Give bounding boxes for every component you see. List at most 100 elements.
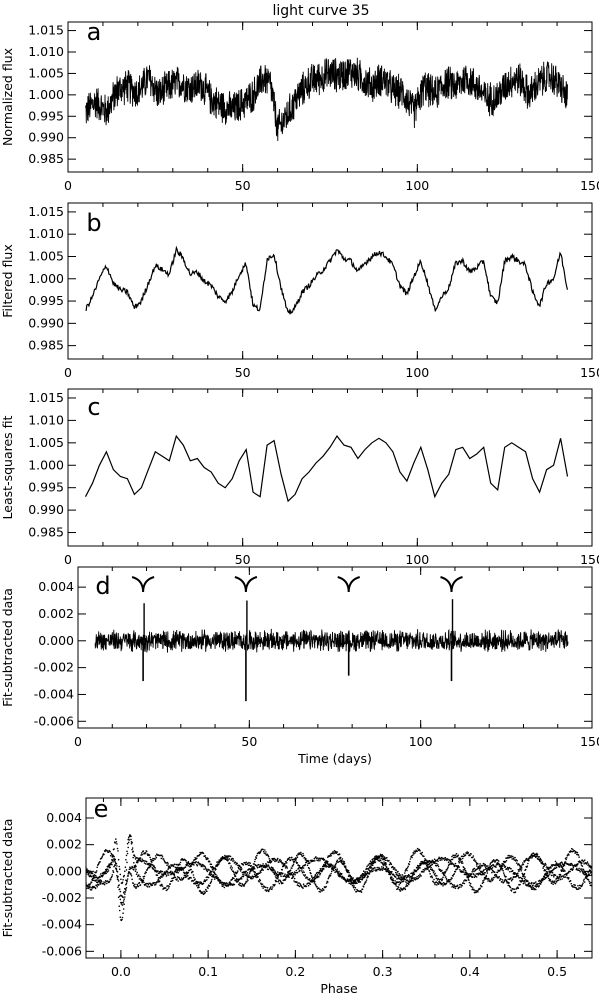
data-point xyxy=(477,874,480,876)
data-point xyxy=(215,873,217,876)
data-point xyxy=(249,877,252,880)
data-point xyxy=(366,876,368,879)
data-point xyxy=(355,881,357,883)
data-point xyxy=(510,890,513,892)
data-point xyxy=(187,874,189,877)
data-point xyxy=(144,872,146,875)
data-point xyxy=(412,880,415,882)
data-point xyxy=(507,869,510,871)
data-point xyxy=(432,881,435,883)
data-point xyxy=(236,871,238,874)
data-point xyxy=(374,859,376,861)
x-tick-label: 0.4 xyxy=(460,964,480,979)
data-point xyxy=(458,886,461,888)
data-point xyxy=(291,856,293,859)
data-point xyxy=(140,878,143,881)
data-point xyxy=(174,876,177,879)
data-point xyxy=(399,890,402,892)
data-point xyxy=(446,869,448,871)
data-point xyxy=(164,872,167,875)
data-point xyxy=(423,869,426,871)
data-point xyxy=(431,876,434,879)
data-point xyxy=(568,854,570,856)
data-point xyxy=(500,865,502,868)
data-point xyxy=(176,871,178,873)
data-point xyxy=(373,861,375,863)
data-point xyxy=(380,866,383,868)
data-point xyxy=(473,876,476,878)
data-point xyxy=(218,859,220,861)
data-point xyxy=(583,859,586,861)
data-point xyxy=(416,875,418,878)
data-point xyxy=(133,854,136,856)
data-point xyxy=(420,853,423,856)
data-point xyxy=(174,870,177,873)
data-point xyxy=(307,860,310,863)
data-point xyxy=(381,869,384,871)
data-point xyxy=(348,874,351,877)
data-point xyxy=(118,905,120,907)
data-point xyxy=(122,912,124,914)
data-point xyxy=(386,866,388,869)
data-point xyxy=(147,863,150,866)
data-point xyxy=(302,883,305,885)
data-point xyxy=(199,889,201,892)
data-point xyxy=(161,854,163,857)
data-point xyxy=(127,846,129,849)
data-point xyxy=(491,871,493,874)
data-point xyxy=(433,878,435,881)
data-point xyxy=(408,863,411,866)
data-point xyxy=(335,862,338,864)
data-point xyxy=(556,863,558,865)
data-point xyxy=(456,885,458,888)
data-point xyxy=(133,866,136,869)
y-tick-label: 1.015 xyxy=(28,23,64,38)
data-point xyxy=(244,871,246,874)
data-point xyxy=(87,869,89,872)
data-point xyxy=(365,879,368,881)
data-point xyxy=(481,882,484,884)
data-point xyxy=(463,882,466,885)
data-point xyxy=(174,863,176,866)
data-point xyxy=(104,850,106,853)
data-point xyxy=(299,883,302,885)
data-point xyxy=(555,866,558,869)
data-point xyxy=(208,884,211,887)
data-point xyxy=(90,875,93,878)
data-point xyxy=(199,881,201,883)
y-tick-label: 1.010 xyxy=(28,412,64,427)
data-point xyxy=(186,863,188,866)
data-point xyxy=(160,871,163,873)
data-point xyxy=(468,879,470,881)
data-point xyxy=(149,856,151,859)
data-point xyxy=(258,880,261,883)
x-tick-label: 150 xyxy=(580,552,599,567)
data-point xyxy=(260,850,262,852)
data-point xyxy=(400,887,402,889)
data-point xyxy=(353,889,356,891)
data-point xyxy=(118,909,121,912)
data-point xyxy=(145,861,148,863)
data-point xyxy=(126,879,128,882)
data-point xyxy=(143,877,145,880)
y-tick-label: 1.000 xyxy=(28,457,64,472)
data-point xyxy=(474,860,477,862)
data-point xyxy=(403,877,406,880)
data-point xyxy=(486,872,489,874)
data-point xyxy=(458,860,460,863)
x-tick-label: 150 xyxy=(580,734,599,749)
data-point xyxy=(227,859,229,861)
data-point xyxy=(465,879,468,882)
data-point xyxy=(177,866,179,869)
data-point xyxy=(574,852,576,854)
y-tick-label: -0.004 xyxy=(34,686,74,701)
data-point xyxy=(167,874,170,876)
data-point xyxy=(526,865,529,867)
data-point xyxy=(280,881,282,883)
data-point xyxy=(326,860,329,863)
data-point xyxy=(542,877,544,880)
data-point xyxy=(179,866,181,869)
data-point xyxy=(172,877,175,879)
data-point xyxy=(551,872,554,874)
data-point xyxy=(115,862,117,865)
